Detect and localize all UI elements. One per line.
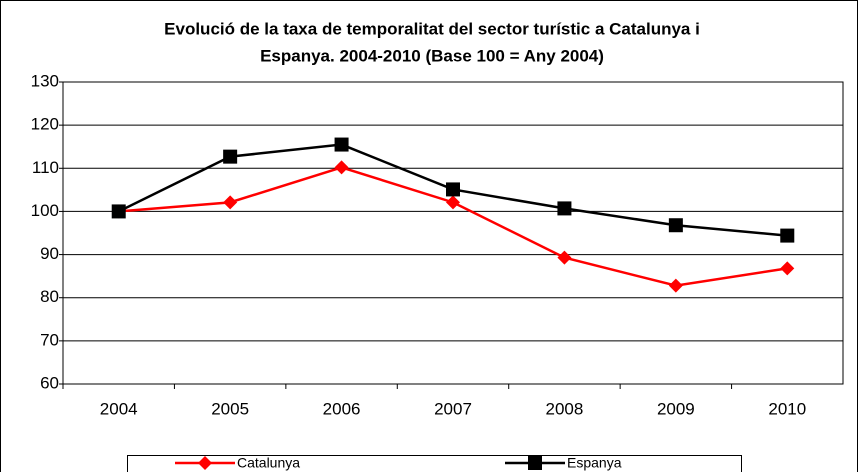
chart-title: Espanya. 2004-2010 (Base 100 = Any 2004) (260, 46, 604, 65)
point (334, 160, 349, 175)
point (668, 218, 683, 233)
y-tick-label: 130 (31, 71, 59, 90)
y-tick-label: 100 (31, 201, 59, 220)
legend-label: Catalunya (237, 455, 300, 471)
point (557, 201, 572, 216)
y-tick-label: 80 (40, 287, 59, 306)
point (780, 261, 795, 276)
point (557, 250, 572, 265)
legend-box (127, 455, 742, 472)
x-tick-label: 2009 (657, 399, 695, 418)
x-tick-label: 2008 (546, 399, 584, 418)
point (223, 195, 238, 210)
y-tick-label: 70 (40, 330, 59, 349)
point (334, 137, 349, 152)
x-tick-label: 2005 (211, 399, 249, 418)
legend-marker (528, 456, 542, 470)
point (223, 149, 238, 164)
chart-title: Evolució de la taxa de temporalitat del … (164, 19, 700, 38)
x-tick-label: 2010 (768, 399, 806, 418)
point (446, 182, 460, 197)
y-tick-label: 120 (31, 115, 59, 134)
x-tick-label: 2007 (434, 399, 472, 418)
y-tick-label: 60 (40, 373, 59, 392)
plot-area (62, 81, 844, 385)
x-tick-label: 2006 (323, 399, 361, 418)
point (111, 204, 126, 219)
y-tick-label: 110 (32, 158, 59, 177)
legend-marker (198, 456, 212, 470)
legend-label: Espanya (567, 455, 622, 471)
x-tick-label: 2004 (100, 399, 138, 418)
point (668, 278, 683, 293)
y-tick-label: 90 (40, 244, 59, 263)
point (446, 195, 460, 210)
point (780, 228, 795, 243)
